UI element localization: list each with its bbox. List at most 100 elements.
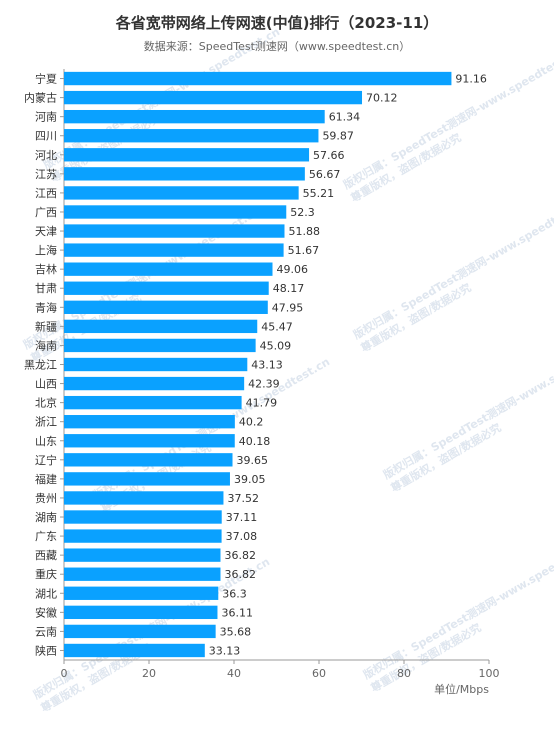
category-label: 江苏 — [35, 168, 57, 181]
bar — [64, 262, 273, 276]
value-label: 35.68 — [220, 625, 252, 638]
category-label: 云南 — [35, 625, 57, 638]
bar — [64, 148, 310, 162]
bar — [64, 224, 285, 238]
value-label: 36.82 — [224, 568, 256, 581]
value-label: 37.08 — [226, 530, 258, 543]
value-label: 48.17 — [273, 282, 305, 295]
category-label: 北京 — [35, 396, 57, 410]
bar — [64, 167, 305, 181]
bar — [64, 510, 222, 524]
bar — [64, 491, 224, 505]
value-label: 37.52 — [227, 492, 259, 505]
value-label: 39.65 — [237, 454, 269, 467]
value-label: 36.82 — [224, 549, 256, 562]
category-label: 贵州 — [35, 492, 57, 505]
category-label: 广西 — [35, 206, 57, 219]
bar — [64, 319, 258, 334]
value-label: 51.88 — [288, 225, 320, 238]
bar — [64, 186, 299, 200]
bar — [64, 338, 256, 353]
category-label: 江西 — [35, 187, 57, 200]
value-label: 49.06 — [277, 263, 309, 276]
category-label: 重庆 — [35, 567, 57, 581]
category-label: 广东 — [35, 530, 57, 543]
bar — [64, 109, 325, 124]
value-label: 55.21 — [303, 187, 335, 200]
category-label: 西藏 — [35, 549, 57, 562]
bar — [64, 643, 205, 658]
value-label: 45.47 — [261, 320, 293, 333]
value-label: 33.13 — [209, 644, 241, 657]
category-label: 安徽 — [35, 605, 57, 619]
bar — [64, 243, 284, 257]
category-label: 吉林 — [35, 262, 57, 276]
bar — [64, 415, 235, 429]
category-label: 陕西 — [35, 643, 57, 657]
category-label: 福建 — [35, 472, 57, 486]
value-label: 56.67 — [309, 168, 341, 181]
value-label: 43.13 — [251, 359, 282, 372]
value-label: 59.87 — [322, 130, 354, 143]
x-tick-label: 100 — [479, 667, 500, 680]
x-tick-label: 40 — [227, 667, 241, 680]
bar — [64, 529, 222, 543]
bar — [64, 548, 221, 562]
value-label: 40.2 — [239, 416, 264, 429]
bar — [64, 453, 233, 467]
bar — [64, 395, 242, 410]
category-label: 宁夏 — [35, 72, 57, 86]
bar — [64, 472, 230, 486]
bar — [64, 376, 245, 391]
bar — [64, 300, 268, 314]
bar — [64, 586, 219, 600]
category-label: 河南 — [35, 111, 57, 124]
category-label: 青海 — [35, 300, 57, 314]
value-label: 52.3 — [290, 206, 315, 219]
x-tick-label: 60 — [312, 667, 326, 680]
category-label: 湖北 — [35, 587, 57, 600]
bar — [64, 357, 248, 372]
value-label: 36.3 — [222, 587, 247, 600]
value-label: 41.79 — [246, 397, 277, 410]
bar — [64, 624, 216, 639]
bar — [64, 71, 452, 86]
value-label: 37.11 — [226, 511, 258, 524]
bar — [64, 605, 218, 620]
category-label: 上海 — [35, 243, 57, 257]
x-tick-label: 0 — [61, 667, 68, 680]
category-label: 浙江 — [35, 416, 57, 429]
value-label: 42.39 — [248, 378, 280, 391]
value-label: 39.05 — [234, 473, 266, 486]
bar — [64, 281, 269, 295]
category-label: 河北 — [35, 149, 57, 162]
x-tick-label: 20 — [142, 667, 156, 680]
category-label: 山西 — [35, 378, 57, 391]
bar — [64, 129, 319, 143]
value-label: 70.12 — [366, 92, 398, 105]
unit-label: 单位/Mbps — [434, 682, 489, 696]
bar — [64, 90, 363, 105]
value-label: 45.09 — [260, 339, 292, 352]
bar — [64, 205, 287, 219]
value-label: 36.11 — [221, 606, 253, 619]
category-label: 辽宁 — [35, 453, 57, 467]
category-label: 海南 — [35, 338, 57, 352]
value-label: 47.95 — [272, 301, 304, 314]
category-label: 黑龙江 — [24, 359, 57, 372]
bar — [64, 567, 221, 581]
category-label: 新疆 — [35, 319, 57, 333]
chart-title: 各省宽带网络上传网速(中值)排行（2023-11） — [115, 14, 439, 32]
value-label: 91.16 — [455, 73, 487, 86]
value-label: 51.67 — [288, 244, 320, 257]
value-label: 57.66 — [313, 149, 345, 162]
value-label: 40.18 — [239, 435, 271, 448]
x-tick-label: 80 — [397, 667, 411, 680]
category-label: 天津 — [35, 225, 57, 238]
category-label: 内蒙古 — [24, 91, 57, 105]
category-label: 四川 — [35, 130, 57, 143]
category-label: 山东 — [35, 435, 57, 448]
value-label: 61.34 — [329, 111, 361, 124]
bar — [64, 434, 235, 448]
